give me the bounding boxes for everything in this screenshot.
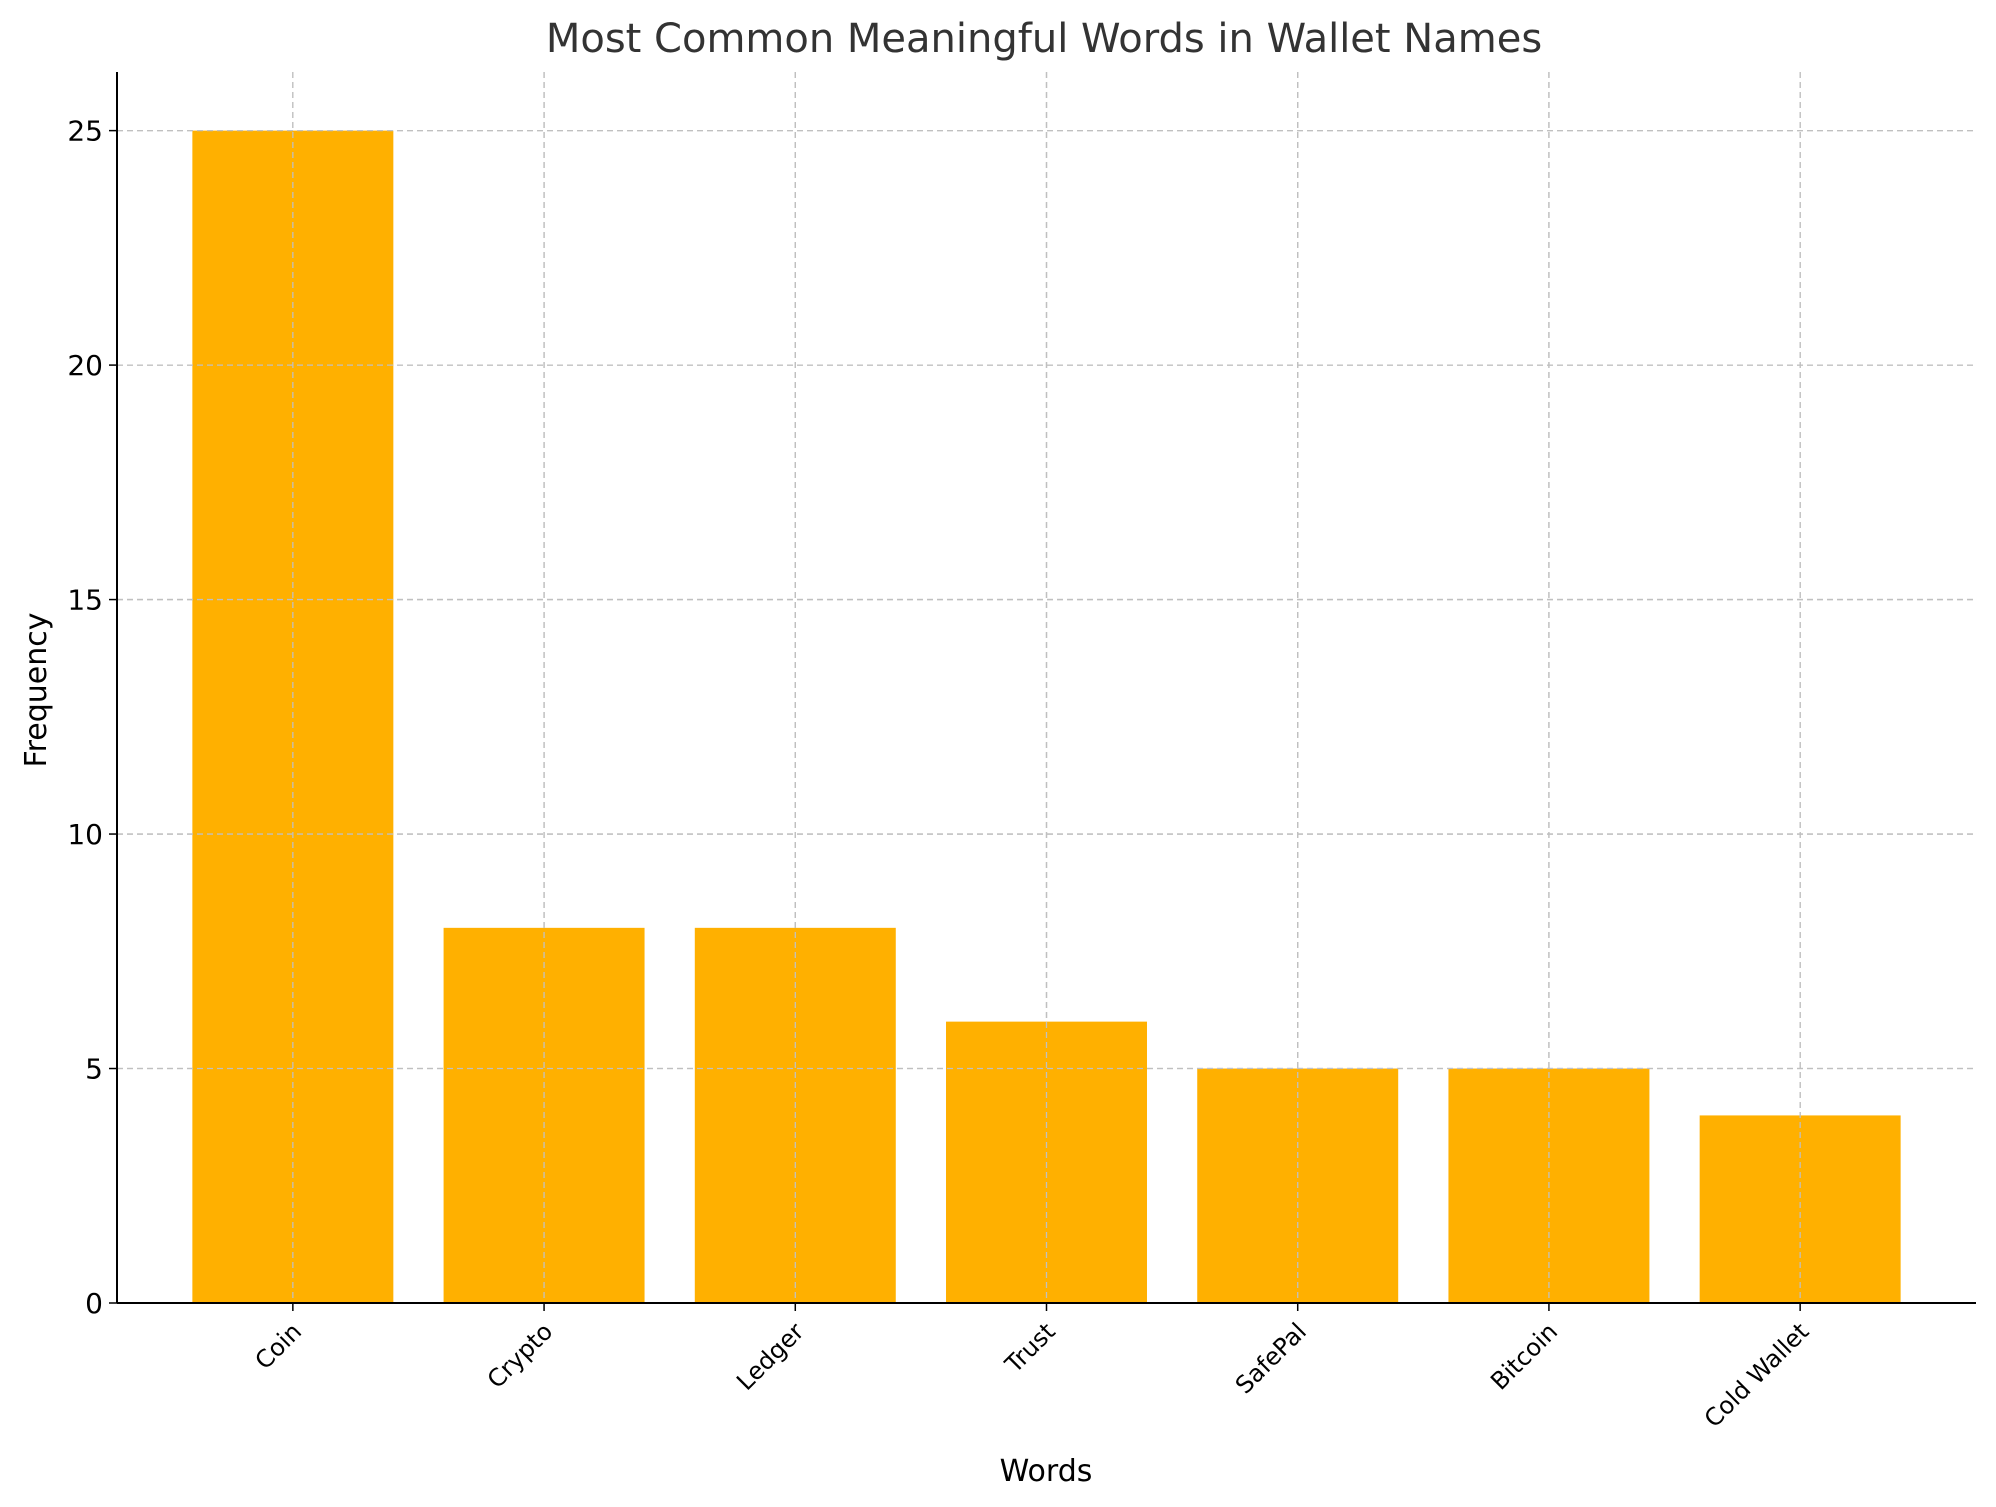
y-tick-label: 10 xyxy=(67,818,103,851)
y-tick-label: 15 xyxy=(67,584,103,617)
y-axis-ticks: 0 5 10 15 20 25 xyxy=(67,115,117,1320)
y-tick-label: 25 xyxy=(67,115,103,148)
bars xyxy=(117,72,1976,1304)
y-tick-label: 20 xyxy=(67,349,103,382)
y-tick-label: 5 xyxy=(85,1053,103,1086)
x-axis-label: Words xyxy=(1000,1454,1093,1489)
chart-title: Most Common Meaningful Words in Wallet N… xyxy=(546,16,1542,62)
y-axis-label: Frequency xyxy=(19,613,54,768)
y-tick-label: 0 xyxy=(85,1287,103,1320)
